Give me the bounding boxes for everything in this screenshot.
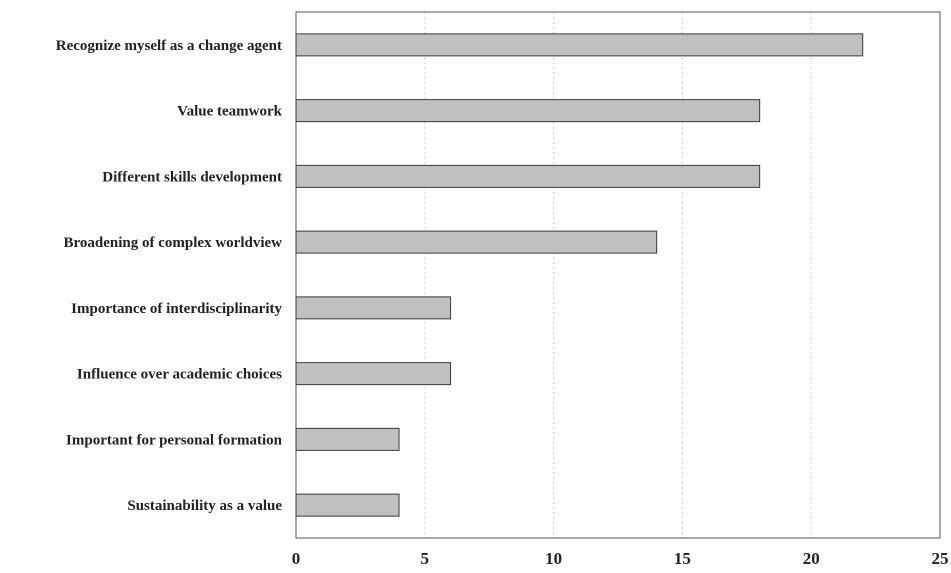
bar-2	[295, 99, 761, 123]
category-label-3: Different skills development	[102, 169, 282, 185]
x-tick-labels: 0 5 10 15 20 25	[292, 549, 949, 568]
category-label-2: Value teamwork	[177, 104, 283, 120]
x-tick-label-0: 0	[292, 549, 301, 568]
x-tick-label-15: 15	[674, 549, 691, 568]
x-tick-label-20: 20	[803, 549, 820, 568]
x-tick-label-10: 10	[545, 549, 562, 568]
bar-1	[295, 33, 864, 57]
category-label-7: Important for personal formation	[66, 432, 283, 448]
bars-layer	[295, 33, 864, 517]
plot-frame	[295, 11, 941, 539]
category-labels: Recognize myself as a change agent Value …	[56, 38, 283, 514]
x-tick-label-25: 25	[932, 549, 949, 568]
bar-5	[295, 296, 452, 320]
category-label-5: Importance of interdisciplinarity	[71, 301, 282, 317]
grid-layer	[424, 12, 812, 538]
bar-3	[295, 164, 761, 188]
bar-4	[295, 230, 658, 254]
category-label-8: Sustainability as a value	[127, 498, 282, 514]
bar-7	[295, 427, 400, 451]
category-label-4: Broadening of complex worldview	[64, 235, 283, 251]
category-label-1: Recognize myself as a change agent	[56, 38, 282, 54]
bar-6	[295, 362, 452, 386]
category-label-6: Influence over academic choices	[77, 367, 282, 383]
bar-8	[295, 493, 400, 517]
x-tick-label-5: 5	[421, 549, 430, 568]
